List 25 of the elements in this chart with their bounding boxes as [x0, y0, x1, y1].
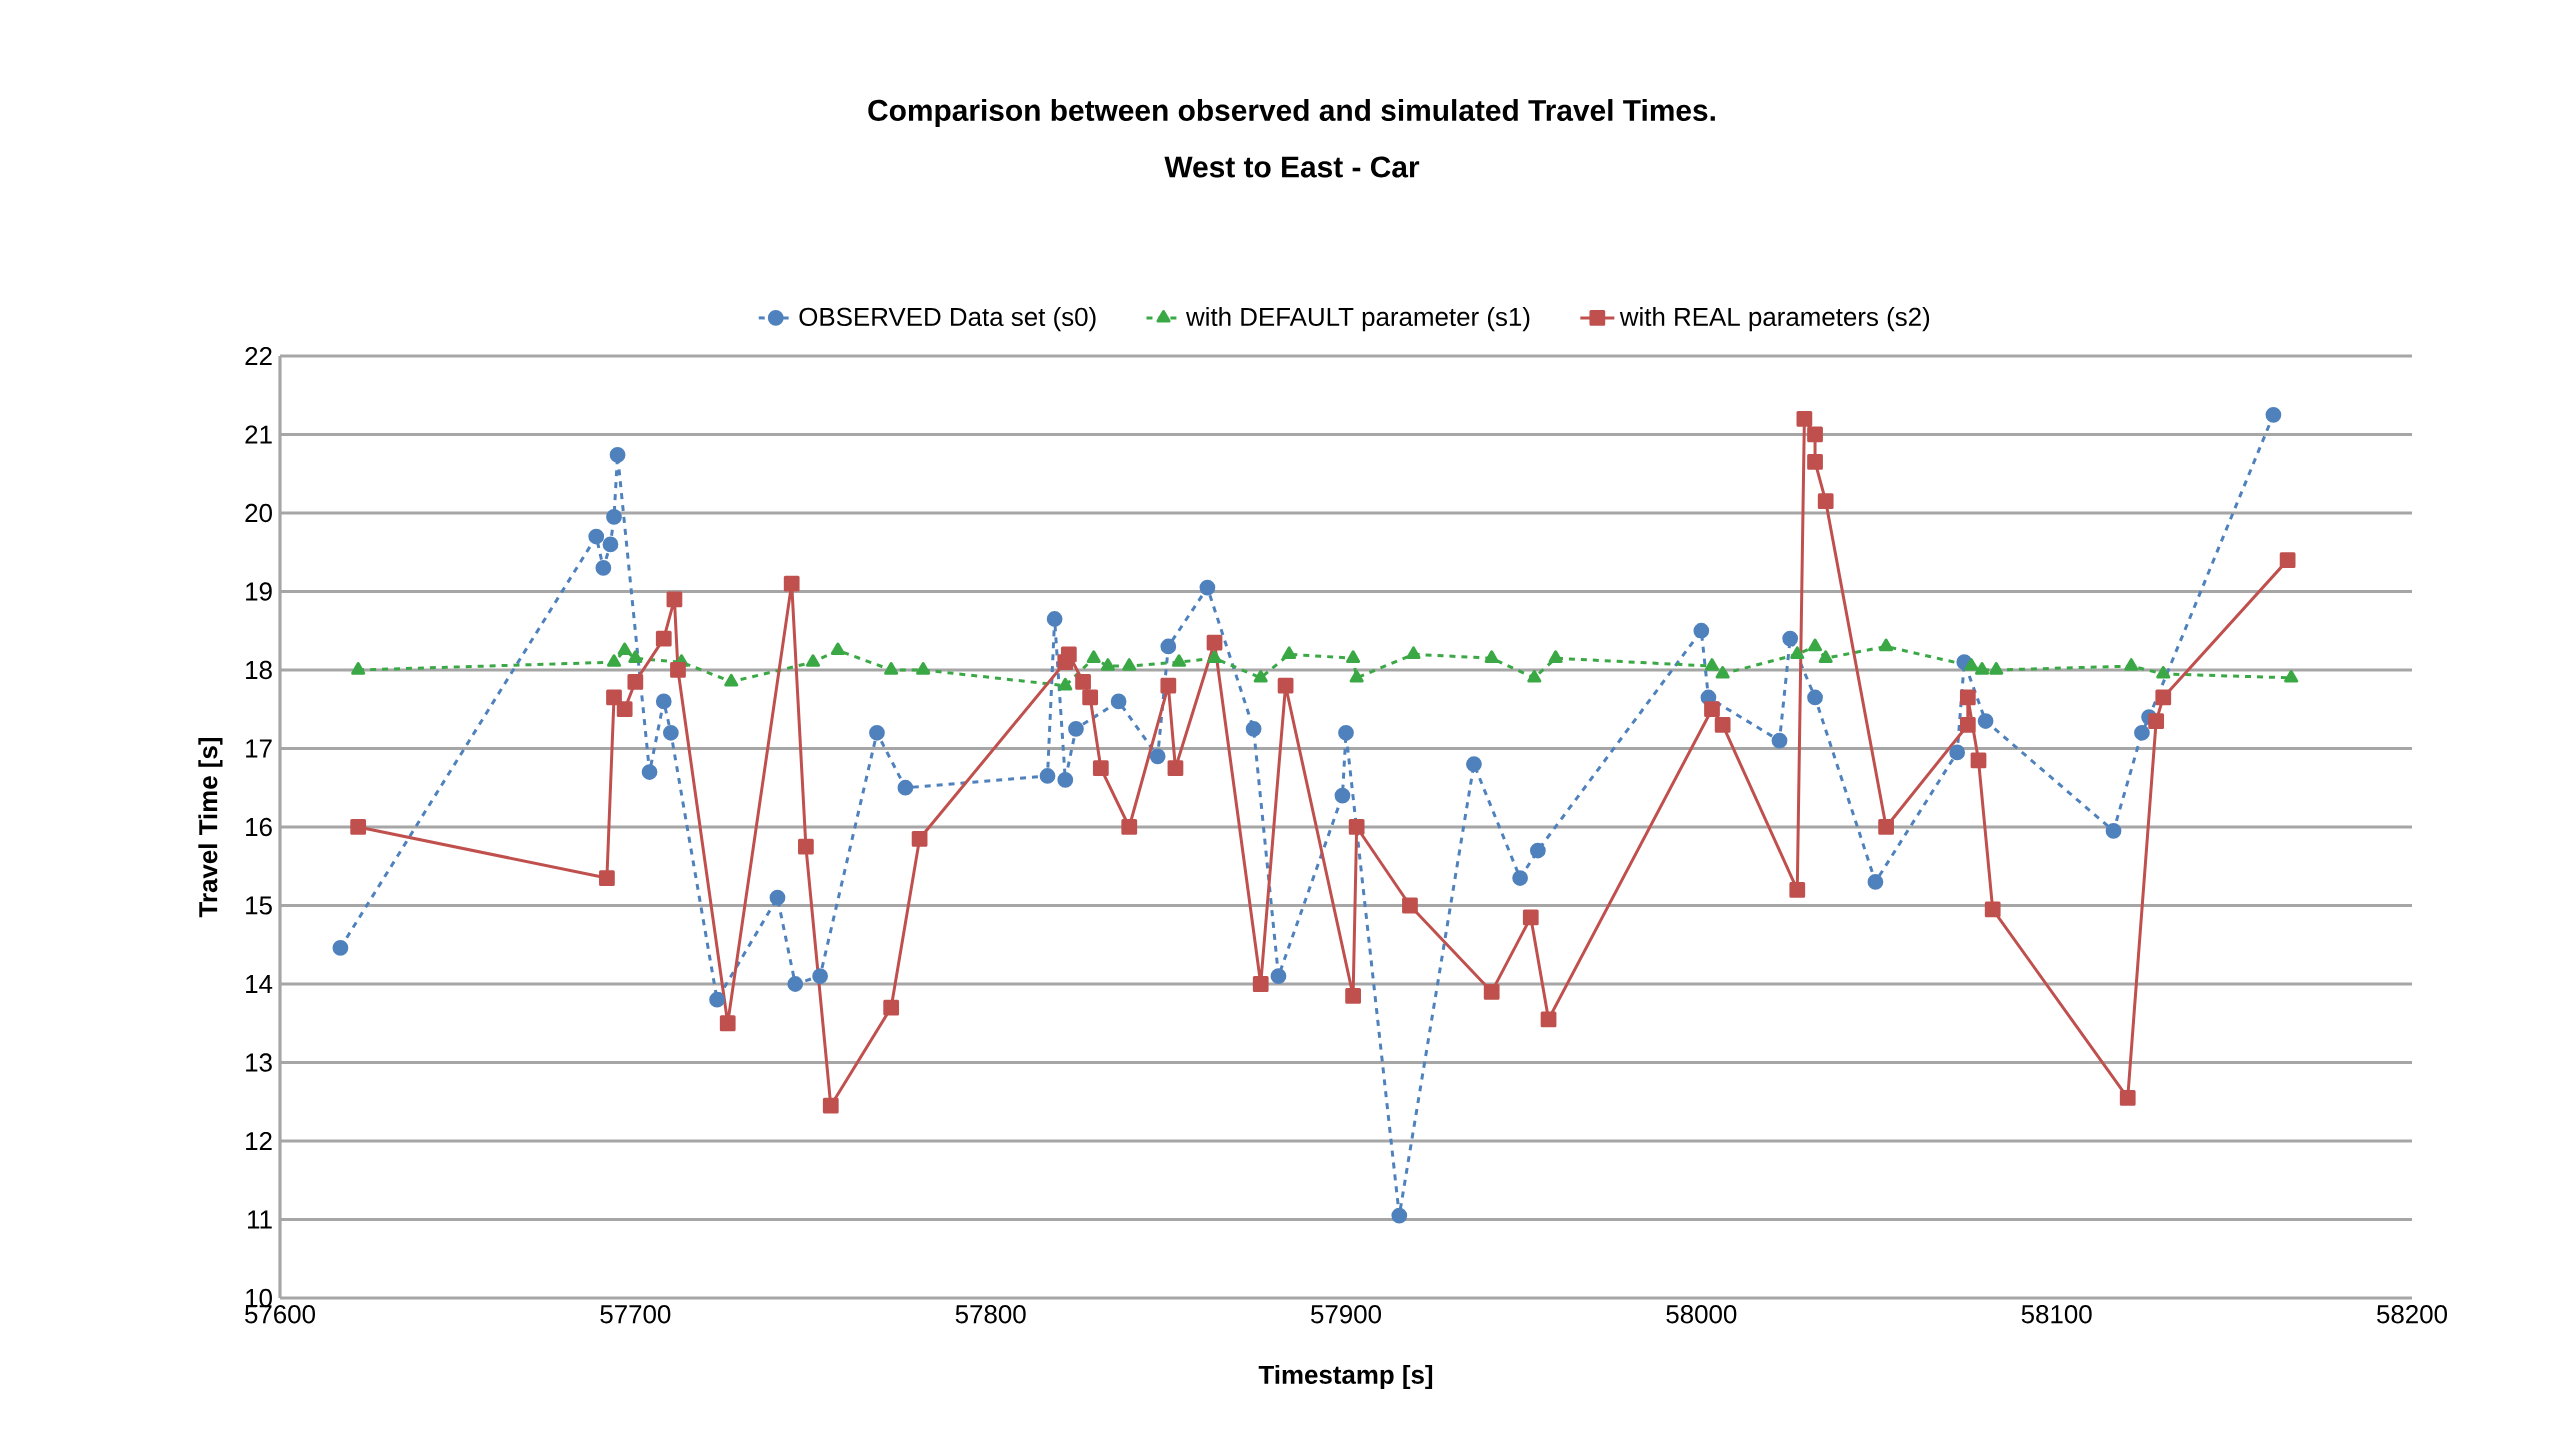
- y-tick-label: 17: [246, 739, 272, 758]
- x-axis-title: Timestamp [s]: [1258, 1364, 1433, 1390]
- x-tick-label: 58100: [2021, 1305, 2092, 1324]
- x-tick-label: 57700: [600, 1305, 671, 1324]
- y-tick-label: 12: [246, 1131, 272, 1151]
- y-tick-label: 18: [246, 660, 272, 680]
- legend-label: with DEFAULT parameter (s1): [1185, 307, 1530, 332]
- legend-label: with REAL parameters (s2): [1619, 307, 1930, 332]
- x-tick-label: 57900: [1311, 1305, 1381, 1324]
- y-tick-label: 20: [245, 503, 272, 523]
- y-tick-label: 11: [248, 1210, 272, 1229]
- x-tick-label: 58200: [2377, 1305, 2447, 1324]
- x-tick-label: 58000: [1666, 1305, 1737, 1324]
- y-tick-label: 16: [246, 817, 272, 837]
- chart-title: Comparison between observed and simulated Travel Times.: [868, 99, 1715, 127]
- y-tick-label: 13: [246, 1053, 272, 1072]
- y-tick-label: 14: [246, 975, 273, 993]
- legend-label: OBSERVED Data set (s0): [799, 307, 1096, 332]
- y-tick-label: 15: [246, 896, 272, 915]
- chart-subtitle: West to East - Car: [1164, 156, 1420, 178]
- y-axis-title: Travel Time [s]: [198, 737, 223, 918]
- y-tick-label: 19: [246, 582, 272, 601]
- y-tick-label: 21: [245, 425, 272, 444]
- x-tick-label: 57800: [955, 1305, 1026, 1324]
- y-tick-label: 22: [245, 346, 272, 366]
